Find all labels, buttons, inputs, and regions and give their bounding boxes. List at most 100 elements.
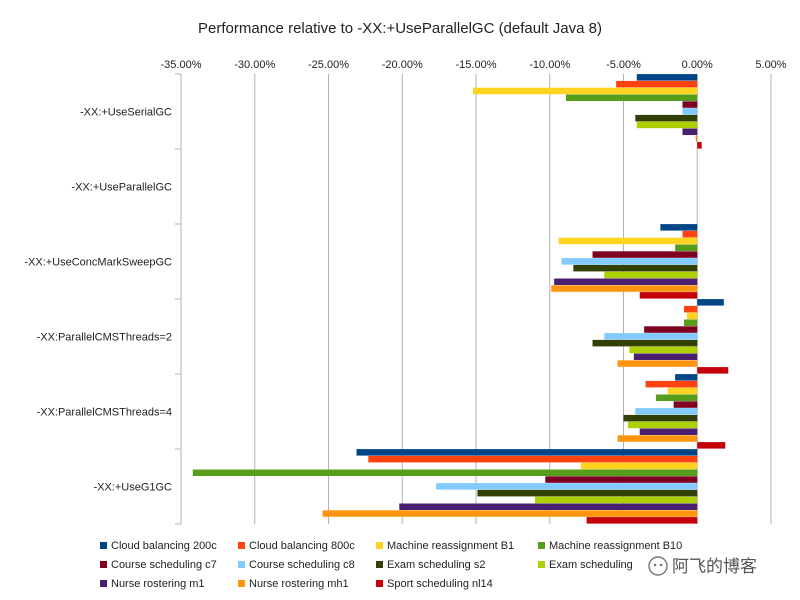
bar [683,319,698,326]
category-label: -XX:+UseSerialGC [80,107,172,119]
x-tick-label: -30.00% [234,59,275,71]
x-tick-label: -15.00% [456,59,497,71]
bar [368,455,698,463]
bar [545,476,698,483]
bar [617,435,698,442]
legend-item: Cloud balancing 200c [100,540,217,552]
bar [573,264,698,272]
bar [639,292,698,299]
grid-lines [175,73,772,525]
bar [477,489,698,497]
legend-label: Machine reassignment B1 [387,540,514,552]
bar [617,360,698,367]
legend-label: Exam scheduling [549,559,633,571]
legend-swatch [238,561,245,568]
bar [586,517,698,524]
bar [551,285,698,292]
bar [655,394,698,401]
legend-label: Nurse rostering m1 [111,578,205,590]
bar [697,142,702,149]
legend-swatch [376,580,383,587]
bar [535,496,698,504]
x-axis-ticks: -35.00% -30.00% -25.00% -20.00% -15.00% -10.0… [161,59,787,71]
legend-swatch [376,561,383,568]
bar [645,380,698,388]
bar [636,121,698,129]
bar [682,230,698,238]
legend-swatch [376,542,383,549]
bar [604,333,698,340]
bar [660,224,698,231]
bar [192,469,698,476]
legend-item: Nurse rostering m1 [100,578,205,590]
bar [675,374,698,381]
bar [682,108,698,115]
bar [644,326,698,333]
chart-title: Performance relative to -XX:+UseParallel… [198,20,602,37]
bar [682,101,698,108]
legend-label: Nurse rostering mh1 [249,578,349,590]
legend-swatch [100,561,107,568]
bar [473,87,698,95]
bar [356,449,698,456]
legend-swatch [100,580,107,587]
x-tick-label: -20.00% [382,59,423,71]
legend-label: Sport scheduling nl14 [387,578,493,590]
legend-label: Exam scheduling s2 [387,559,485,571]
bar [558,237,698,245]
bar [673,401,698,408]
category-label: -XX:ParallelCMSThreads=2 [37,332,172,344]
x-tick-label: -25.00% [308,59,349,71]
legend-item: Nurse rostering mh1 [238,578,349,590]
bar [686,312,698,320]
watermark: 阿飞的博客 [648,556,757,576]
legend-item: Cloud balancing 800c [238,540,355,552]
legend-swatch [238,580,245,587]
category-label: -XX:+UseConcMarkSweepGC [24,257,172,269]
legend-item: Machine reassignment B10 [538,540,682,552]
bar [695,135,698,142]
legend-swatch [238,542,245,549]
bar [399,503,698,510]
legend-item: Course scheduling c7 [100,559,217,571]
x-tick-label: -10.00% [529,59,570,71]
legend-swatch [538,561,545,568]
bar [697,367,729,374]
bar [580,462,698,470]
bar [639,428,698,435]
bar [616,80,698,88]
category-label: -XX:+UseG1GC [93,482,172,494]
legend-item: Exam scheduling [538,559,633,571]
bar [604,271,698,279]
x-tick-label: -5.00% [606,59,641,71]
bar [623,414,698,422]
watermark-text: 阿飞的博客 [672,557,757,576]
bar [627,421,698,429]
wechat-icon [648,556,668,576]
legend-item: Sport scheduling nl14 [376,578,493,590]
bar [322,510,698,517]
category-label: -XX:ParallelCMSThreads=4 [37,407,172,419]
bar [635,408,698,415]
legend: Cloud balancing 200c Cloud balancing 800c… [100,540,682,590]
bar [636,74,698,81]
bar [554,278,698,285]
x-tick-label: -35.00% [161,59,202,71]
legend-swatch [538,542,545,549]
legend-item: Exam scheduling s2 [376,559,485,571]
bar [561,258,698,265]
bar [697,442,726,449]
bar [682,128,698,135]
bar [633,353,698,360]
legend-item: Machine reassignment B1 [376,540,514,552]
bar [629,346,698,354]
bar [675,244,698,251]
bar [683,305,698,313]
legend-label: Course scheduling c8 [249,559,355,571]
bar [592,339,698,347]
bars [192,74,729,524]
legend-swatch [100,542,107,549]
category-label: -XX:+UseParallelGC [71,182,172,194]
legend-item: Course scheduling c8 [238,559,355,571]
